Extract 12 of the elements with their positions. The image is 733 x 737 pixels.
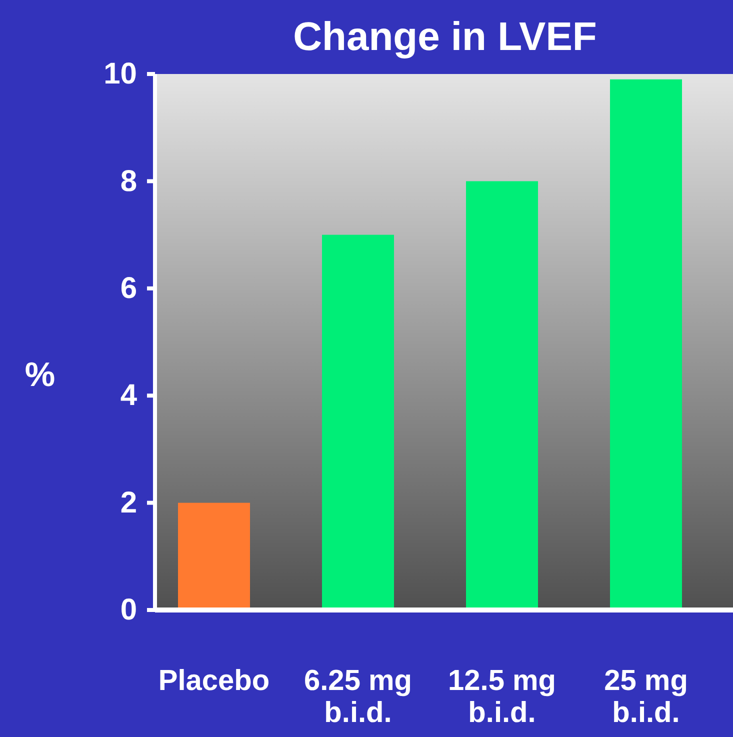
- y-tick-label: 0: [120, 594, 137, 627]
- x-tick-label: Placebo: [158, 665, 270, 697]
- y-tick-label: 4: [120, 379, 138, 412]
- y-axis-title: %: [24, 356, 56, 394]
- chart-title: Change in LVEF: [293, 15, 597, 59]
- x-tick-label: 6.25 mg b.i.d.: [304, 665, 412, 729]
- y-tick-label: 6: [120, 272, 137, 305]
- x-tick-label: 25 mg b.i.d.: [604, 665, 688, 729]
- y-tick-label: 8: [120, 164, 137, 198]
- y-tick-label: 10: [104, 58, 137, 91]
- x-tick-label: 12.5 mg b.i.d.: [448, 665, 556, 729]
- y-tick-label: 2: [120, 486, 137, 520]
